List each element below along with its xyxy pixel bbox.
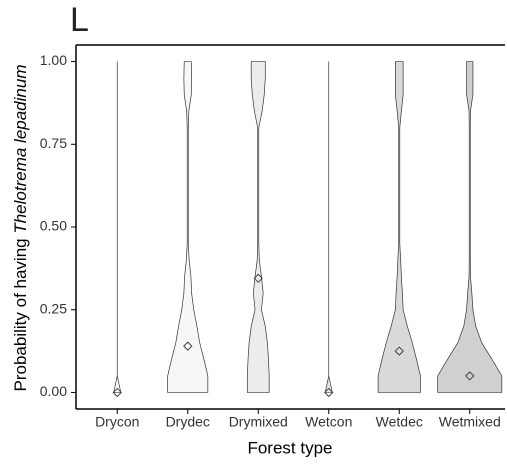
y-tick-label: 0.75 xyxy=(40,135,67,151)
mean-marker xyxy=(465,371,475,381)
x-axis-title: Forest type xyxy=(247,438,332,457)
y-tick-label: 0.25 xyxy=(40,300,67,316)
x-tick-label: Drymixed xyxy=(229,414,288,430)
x-tick-label: Drycon xyxy=(95,414,139,430)
x-tick-label: Drydec xyxy=(166,414,210,430)
mean-marker xyxy=(324,387,334,398)
y-tick-label: 0.00 xyxy=(40,383,67,399)
violin xyxy=(167,61,209,393)
violin xyxy=(246,61,270,393)
x-tick-label: Wetmixed xyxy=(439,414,501,430)
mean-marker xyxy=(112,387,122,398)
mean-marker xyxy=(183,341,193,351)
x-tick-label: Wetcon xyxy=(305,414,352,430)
violin xyxy=(377,61,421,393)
y-tick-label: 1.00 xyxy=(40,52,67,68)
x-tick-label: Wetdec xyxy=(376,414,423,430)
panel-label: L xyxy=(70,1,89,39)
mean-marker xyxy=(394,346,404,356)
y-axis-title: Probability of having Thelotrema lepadin… xyxy=(11,65,30,392)
y-tick-label: 0.50 xyxy=(40,218,67,234)
violin xyxy=(113,61,122,393)
y-axis-title-text: Probability of having xyxy=(11,238,30,391)
mean-marker xyxy=(253,273,263,283)
violin xyxy=(437,61,503,393)
violin xyxy=(324,61,333,393)
y-axis-title-species: Thelotrema lepadinum xyxy=(11,65,30,234)
